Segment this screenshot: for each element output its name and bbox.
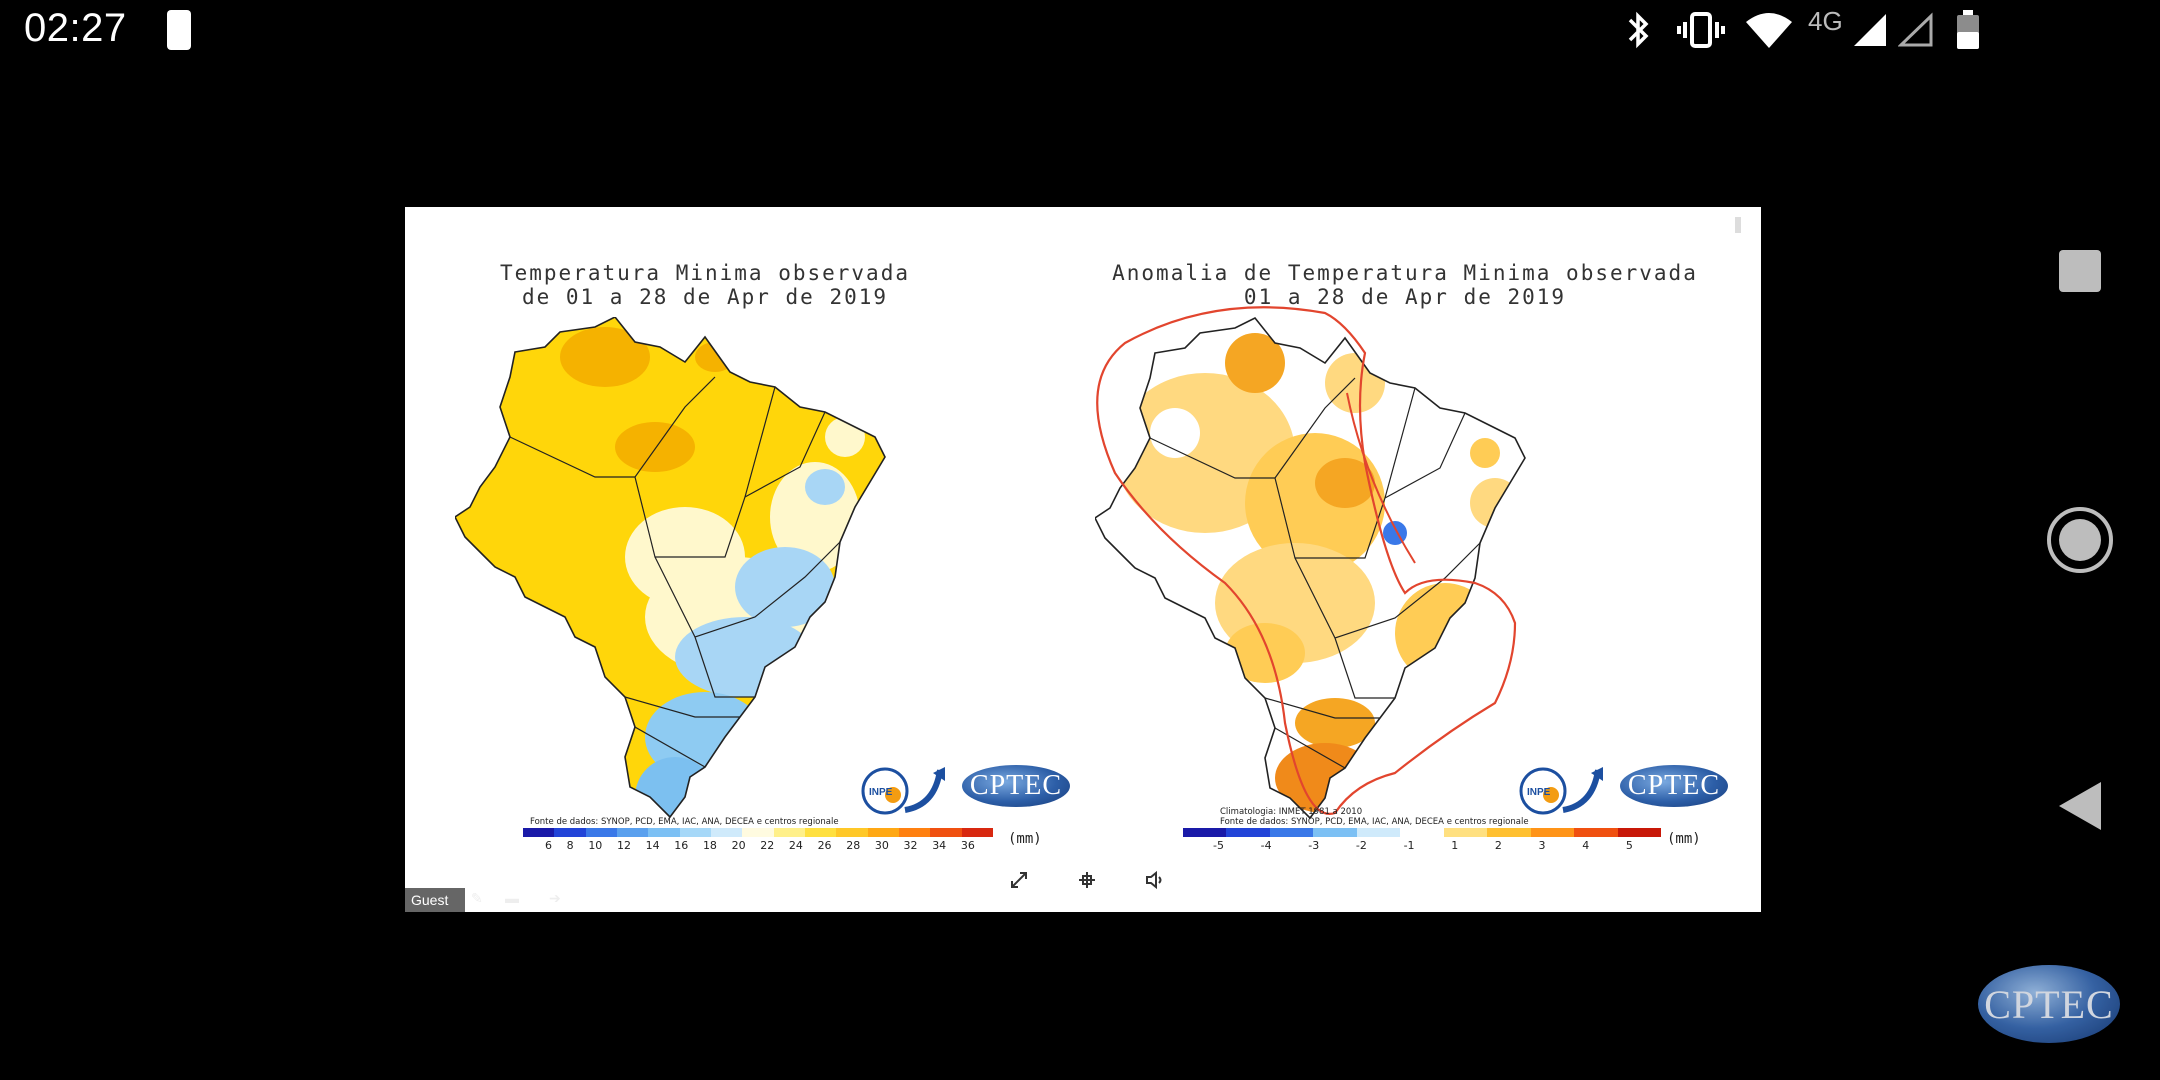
- legend-swatch: [898, 828, 931, 837]
- legend-swatch: [742, 828, 774, 837]
- inpe-logo-right: INPE: [1519, 767, 1603, 815]
- svg-text:INPE: INPE: [1527, 787, 1551, 798]
- clock: 02:27: [24, 6, 127, 50]
- audio-icon[interactable]: [1144, 869, 1166, 891]
- legend-swatch: [1443, 828, 1488, 837]
- legend-tick-label: 5: [1625, 839, 1633, 852]
- legend-swatch: [773, 828, 805, 837]
- right-map-source: Fonte de dados: SYNOP, PCD, EMA, IAC, AN…: [1220, 817, 1529, 827]
- legend-swatch: [1356, 828, 1401, 837]
- legend-tick-label: 36: [960, 839, 975, 852]
- legend-swatch: [679, 828, 711, 837]
- legend-swatch: [710, 828, 743, 837]
- right-map-unit: (mm): [1667, 831, 1701, 847]
- legend-swatch: [1400, 828, 1444, 837]
- legend-swatch: [1487, 828, 1531, 837]
- moon-icon: [167, 10, 191, 50]
- left-map-legend-bar: [523, 828, 993, 837]
- legend-swatch: [961, 828, 993, 837]
- arrow-icon[interactable]: ➔: [549, 890, 561, 906]
- legend-tick-label: 4: [1582, 839, 1590, 852]
- legend-tick-label: 20: [731, 839, 746, 852]
- network-type-label: 4G: [1808, 6, 1843, 36]
- legend-swatch: [836, 828, 868, 837]
- legend-tick-label: -3: [1308, 839, 1320, 852]
- right-anomaly-map: [1095, 306, 1526, 820]
- legend-swatch: [804, 828, 837, 837]
- legend-swatch: [1226, 828, 1270, 837]
- left-map-unit: (mm): [1008, 831, 1042, 847]
- legend-tick-label: -4: [1260, 839, 1272, 852]
- legend-tick-label: 26: [817, 839, 832, 852]
- status-bar: 02:27 4G: [0, 0, 2000, 60]
- home-circle-icon[interactable]: [2000, 506, 2160, 574]
- fit-icon[interactable]: [1076, 869, 1098, 891]
- cptec-logo-right: CPTEC: [1620, 765, 1728, 807]
- legend-tick-label: -5: [1213, 839, 1224, 852]
- right-map-legend-bar: [1183, 828, 1661, 837]
- left-map-title: Temperatura Minima observada de 01 a 28 …: [499, 261, 910, 309]
- navigation-bar: [2000, 0, 2160, 1080]
- legend-tick-label: 6: [545, 839, 552, 852]
- legend-swatch: [930, 828, 962, 837]
- legend-swatch: [1183, 828, 1227, 837]
- legend-tick-label: 14: [645, 839, 660, 852]
- svg-text:INPE: INPE: [869, 787, 893, 798]
- left-map-source: Fonte de dados: SYNOP, PCD, EMA, IAC, AN…: [530, 817, 839, 827]
- legend-tick-label: 30: [874, 839, 889, 852]
- wifi-icon: [1744, 8, 1794, 52]
- legend-tick-label: -2: [1355, 839, 1367, 852]
- legend-swatch: [1269, 828, 1314, 837]
- cptec-watermark-logo: CPTEC: [1978, 965, 2120, 1043]
- legend-swatch: [1530, 828, 1575, 837]
- left-map-legend-ticks: 6 8 10 12 14 16 18 20 22 24 26 28 30 32 34 36: [545, 839, 975, 852]
- presentation-slide: Temperatura Minima observada de 01 a 28 …: [405, 207, 1761, 912]
- legend-swatch: [867, 828, 899, 837]
- legend-swatch: [585, 828, 617, 837]
- legend-tick-label: 1: [1451, 839, 1459, 852]
- signal-icon: [1852, 8, 1888, 52]
- legend-tick-label: 10: [588, 839, 603, 852]
- right-map-legend-ticks: -5 -4 -3 -2 -1 1 2 3 4 5: [1213, 839, 1633, 852]
- legend-tick-label: 3: [1538, 839, 1546, 852]
- bluetooth-icon: [1622, 8, 1654, 52]
- legend-tick-label: 22: [760, 839, 775, 852]
- legend-tick-label: 8: [566, 839, 574, 852]
- guest-label: Guest: [405, 888, 465, 912]
- legend-tick-label: -1: [1403, 839, 1415, 852]
- legend-tick-label: 18: [702, 839, 717, 852]
- legend-swatch: [616, 828, 649, 837]
- player-controls: [1008, 869, 1166, 891]
- legend-tick-label: 28: [846, 839, 861, 852]
- inpe-logo-left: INPE: [861, 767, 945, 815]
- right-map-climatology: Climatologia: INMET 1981 a 2010: [1220, 807, 1363, 817]
- left-temperature-map: [455, 317, 886, 819]
- legend-tick-label: 24: [788, 839, 803, 852]
- legend-swatch: [1617, 828, 1661, 837]
- legend-tick-label: 2: [1494, 839, 1502, 852]
- right-map-title: Anomalia de Temperatura Minima observada…: [1112, 261, 1698, 309]
- vibrate-icon: [1676, 8, 1726, 52]
- legend-swatch: [1313, 828, 1357, 837]
- battery-icon: [1954, 8, 1982, 52]
- legend-tick-label: 32: [903, 839, 918, 852]
- legend-swatch: [523, 828, 555, 837]
- back-triangle-icon[interactable]: [2000, 780, 2160, 832]
- pen-icon[interactable]: ✎: [471, 890, 483, 906]
- legend-swatch: [1574, 828, 1618, 837]
- expand-icon[interactable]: [1008, 869, 1030, 891]
- legend-tick-label: 16: [674, 839, 689, 852]
- legend-swatch: [554, 828, 586, 837]
- slide-scroll-handle[interactable]: [1735, 217, 1741, 233]
- signal-empty-icon: [1898, 8, 1934, 52]
- legend-tick-label: 34: [932, 839, 947, 852]
- legend-tick-label: 12: [616, 839, 631, 852]
- eraser-icon[interactable]: ▬: [505, 890, 519, 906]
- cptec-logo-left: CPTEC: [962, 765, 1070, 807]
- legend-swatch: [648, 828, 680, 837]
- recents-square-icon[interactable]: [2000, 248, 2160, 294]
